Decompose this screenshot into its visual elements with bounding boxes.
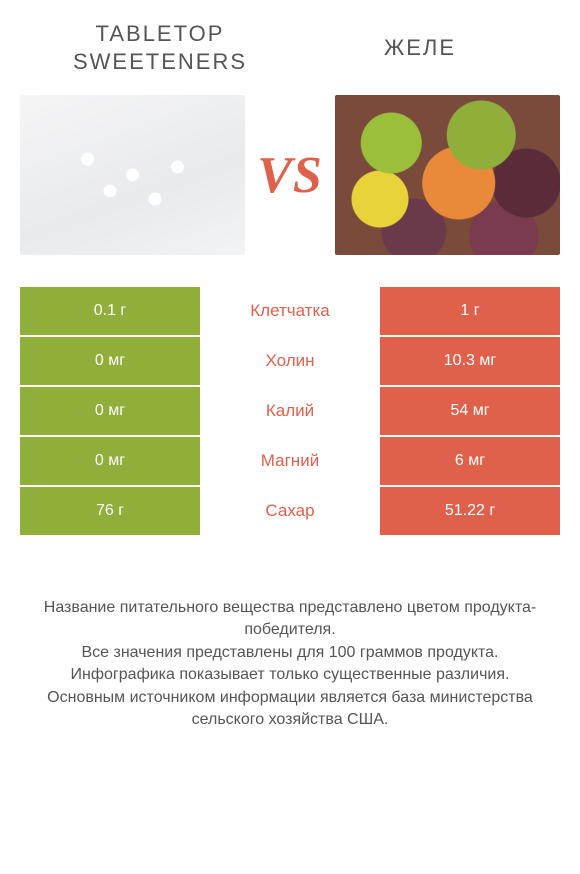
table-row: 0.1 г Клетчатка 1 г — [20, 287, 560, 337]
titles-row: TABLETOP SWEETENERS ЖЕЛЕ — [20, 20, 560, 75]
infographic-container: TABLETOP SWEETENERS ЖЕЛЕ VS 0.1 г Клетча… — [0, 0, 580, 741]
cell-nutrient: Холин — [200, 337, 380, 385]
title-right: ЖЕЛЕ — [290, 34, 550, 62]
cell-nutrient: Магний — [200, 437, 380, 485]
cell-right-value: 6 мг — [380, 437, 560, 485]
footer-line: Основным источником информации является … — [40, 687, 540, 732]
cell-right-value: 51.22 г — [380, 487, 560, 535]
footer-line: Название питательного вещества представл… — [40, 597, 540, 642]
table-row: 76 г Сахар 51.22 г — [20, 487, 560, 537]
table-row: 0 мг Калий 54 мг — [20, 387, 560, 437]
footer-notes: Название питательного вещества представл… — [20, 597, 560, 731]
table-row: 0 мг Холин 10.3 мг — [20, 337, 560, 387]
title-left: TABLETOP SWEETENERS — [30, 20, 290, 75]
product-image-left — [20, 95, 245, 255]
product-image-right — [335, 95, 560, 255]
cell-nutrient: Клетчатка — [200, 287, 380, 335]
footer-line: Все значения представлены для 100 граммо… — [40, 642, 540, 664]
vs-label: VS — [245, 146, 335, 205]
cell-left-value: 0.1 г — [20, 287, 200, 335]
cell-right-value: 10.3 мг — [380, 337, 560, 385]
footer-line: Инфографика показывает только существенн… — [40, 664, 540, 686]
cell-left-value: 0 мг — [20, 437, 200, 485]
cell-right-value: 1 г — [380, 287, 560, 335]
cell-left-value: 0 мг — [20, 337, 200, 385]
table-row: 0 мг Магний 6 мг — [20, 437, 560, 487]
cell-nutrient: Калий — [200, 387, 380, 435]
cell-right-value: 54 мг — [380, 387, 560, 435]
cell-left-value: 76 г — [20, 487, 200, 535]
images-row: VS — [20, 95, 560, 255]
cell-left-value: 0 мг — [20, 387, 200, 435]
cell-nutrient: Сахар — [200, 487, 380, 535]
comparison-table: 0.1 г Клетчатка 1 г 0 мг Холин 10.3 мг 0… — [20, 285, 560, 537]
